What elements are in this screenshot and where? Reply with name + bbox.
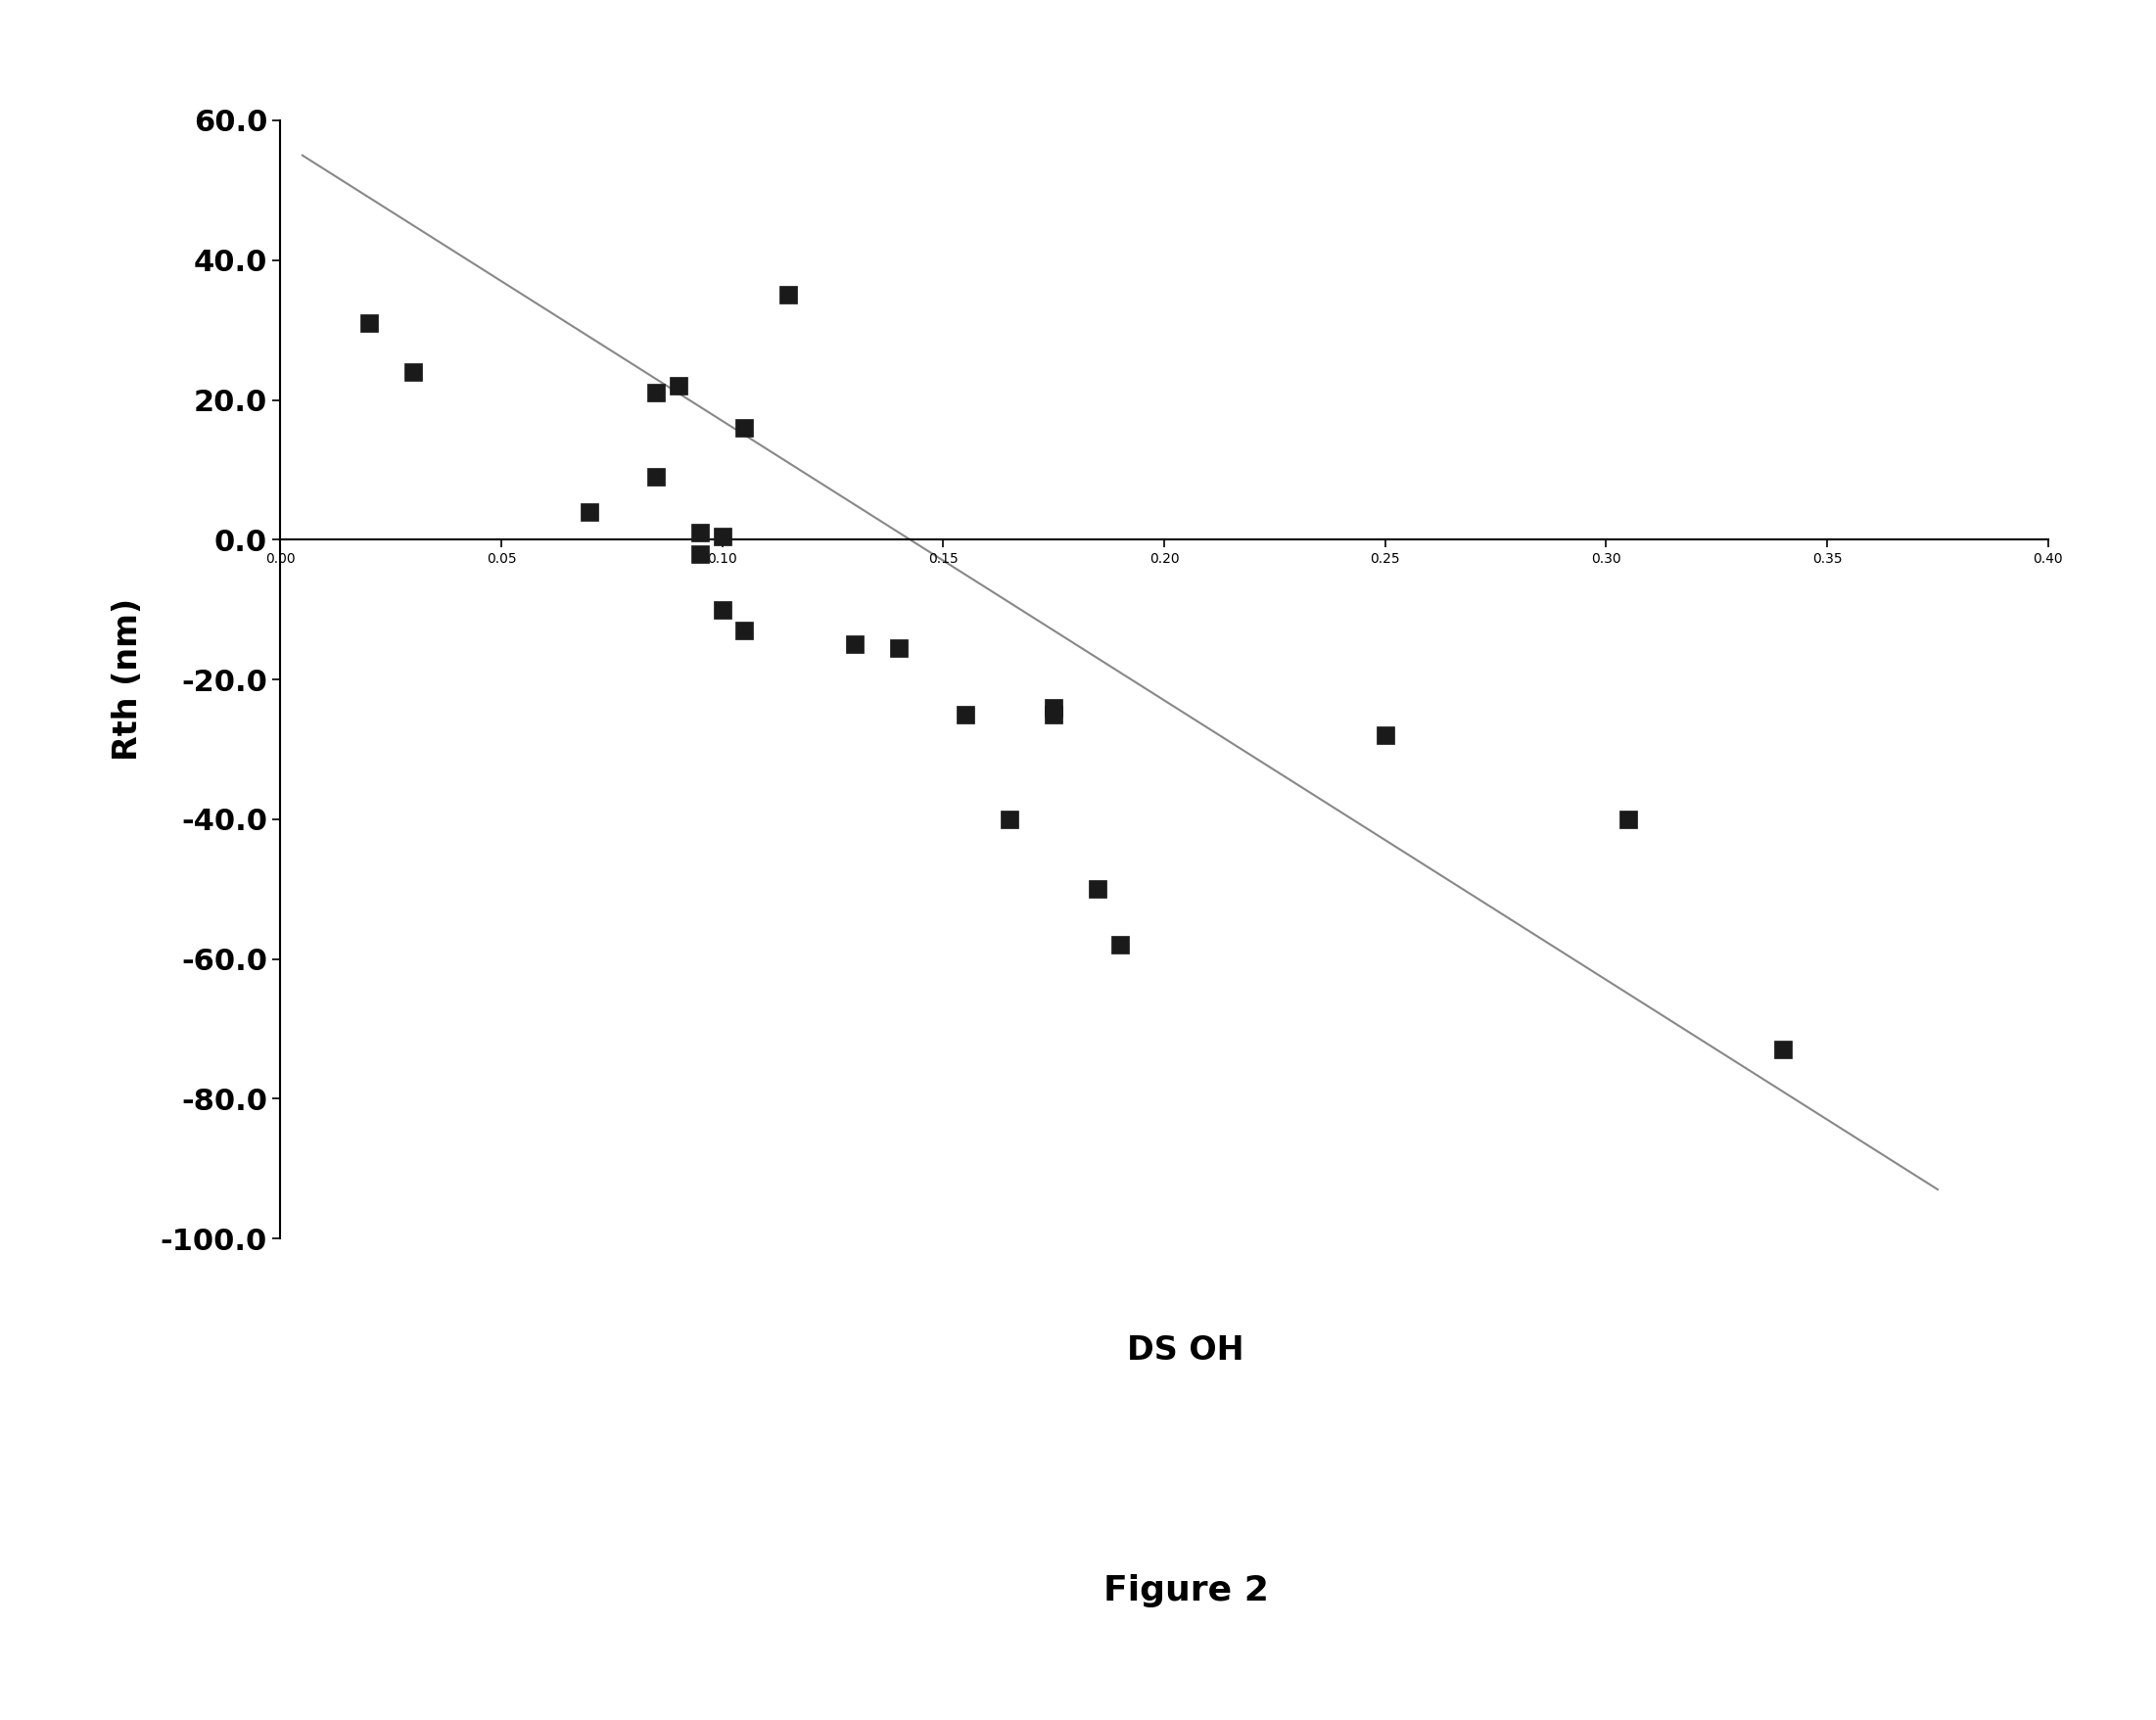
- Y-axis label: Rth (nm): Rth (nm): [112, 599, 144, 760]
- Text: Figure 2: Figure 2: [1104, 1574, 1268, 1608]
- Text: DS OH: DS OH: [1128, 1335, 1244, 1366]
